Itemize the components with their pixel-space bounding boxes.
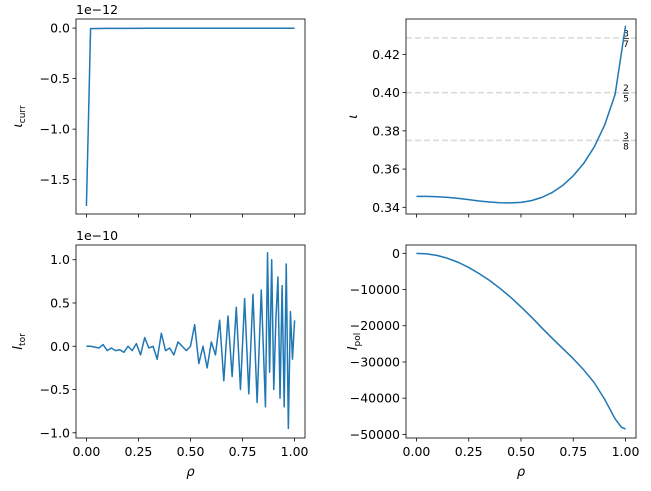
- x-tick-label: 0.00: [403, 444, 431, 459]
- fraction-numerator: 2: [623, 84, 629, 94]
- subplot-3: 1.0 0.5 0.0 −0.5 −1.00.00 0.25 0.50 0.75 1.00 1e−…: [11, 228, 309, 480]
- y-tick-label: −1.0: [40, 122, 70, 137]
- series-line: [416, 25, 627, 204]
- x-tick-label: 0.25: [455, 444, 483, 459]
- series-line: [85, 27, 295, 206]
- series-line: [86, 252, 296, 430]
- x-tick-label: 0.50: [507, 444, 535, 459]
- y-axis-label: ιcurr: [11, 105, 28, 128]
- fraction-numerator: 3: [623, 29, 629, 39]
- y-tick-label: 0.5: [50, 295, 70, 310]
- y-tick-label: 0.0: [50, 339, 70, 354]
- y-axis-label-main: ι: [346, 114, 361, 118]
- y-axis-label-main: I: [346, 346, 361, 350]
- y-axis-label: ι: [346, 114, 361, 118]
- fraction-denominator: 8: [623, 142, 629, 152]
- y-axis-label-sub: tor: [18, 333, 28, 346]
- y-tick-label: 0: [392, 246, 400, 261]
- x-tick-label: 1.00: [612, 444, 640, 459]
- x-tick-label: 1.00: [281, 444, 309, 459]
- y-tick-label: −30000: [350, 354, 400, 369]
- x-tick-label: 0.50: [177, 444, 205, 459]
- y-tick-label: 0.38: [372, 123, 400, 138]
- y-tick-label: 0.40: [372, 85, 400, 100]
- y-tick-label: −50000: [350, 427, 400, 442]
- y-tick-label: 0.36: [372, 162, 400, 177]
- y-tick-label: −10000: [350, 282, 400, 297]
- x-axis-label: ρ: [517, 465, 526, 480]
- y-axis-label-main: I: [11, 346, 26, 350]
- offset-text: 1e−12: [76, 2, 118, 17]
- y-axis-label-sub: pol: [353, 333, 363, 347]
- x-tick-label: 0.75: [229, 444, 257, 459]
- offset-text: 1e−10: [76, 228, 118, 243]
- y-tick-label: −1.0: [40, 425, 70, 440]
- x-tick-label: 0.00: [72, 444, 100, 459]
- fraction-denominator: 5: [623, 95, 629, 105]
- fraction-denominator: 7: [623, 40, 629, 50]
- y-tick-label: 0.0: [50, 21, 70, 36]
- subplot-1: 0.0 −0.5 −1.0 −1.5 1e−12 ιcurr: [11, 2, 306, 218]
- y-tick-label: −40000: [350, 391, 400, 406]
- y-tick-label: 0.42: [372, 47, 400, 62]
- y-tick-label: −20000: [350, 318, 400, 333]
- y-tick-label: −0.5: [40, 71, 70, 86]
- x-tick-label: 0.25: [125, 444, 153, 459]
- y-axis-label: Itor: [11, 333, 28, 350]
- y-axis-label-sub: curr: [18, 105, 28, 123]
- x-axis-label: ρ: [186, 465, 195, 480]
- y-axis-label-main: ι: [11, 123, 26, 127]
- y-axis-label: Ipol: [346, 333, 363, 351]
- y-tick-label: −1.5: [40, 172, 70, 187]
- fraction-numerator: 3: [623, 132, 629, 142]
- y-tick-label: 0.34: [372, 200, 400, 215]
- y-tick-label: 1.0: [50, 252, 70, 267]
- y-tick-label: −0.5: [40, 382, 70, 397]
- series-line: [416, 252, 626, 430]
- x-tick-label: 0.75: [559, 444, 587, 459]
